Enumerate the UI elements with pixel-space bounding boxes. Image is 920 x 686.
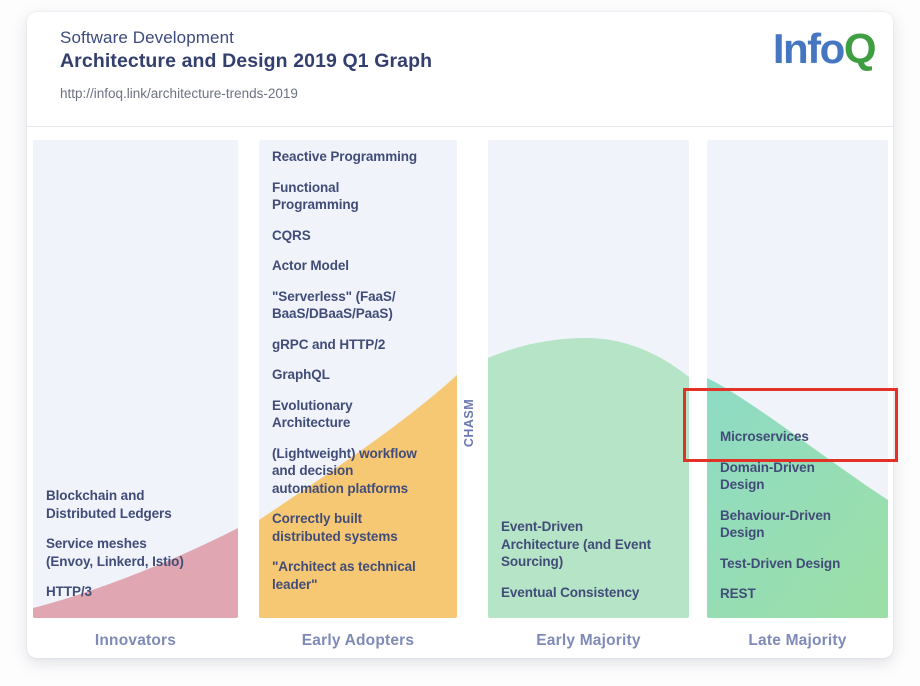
stage-label-late-majority: Late Majority (748, 632, 847, 649)
tech-item: Reactive Programming (272, 149, 418, 164)
tech-item: gRPC and HTTP/2 (272, 336, 386, 352)
tech-item: Domain-Driven Design (720, 459, 815, 493)
tech-item: Correctly built distributed systems (272, 511, 398, 544)
infoq-logo-q: Q (843, 25, 877, 72)
tech-item: (Lightweight) workflow and decision auto… (272, 445, 417, 496)
late-majority-item-list: Microservices Domain-Driven Design Behavio… (720, 428, 884, 603)
tech-item: REST (720, 586, 756, 601)
column-early-majority: Event-Driven Architecture (and Event Sou… (488, 140, 689, 618)
column-late-majority: Microservices Domain-Driven Design Behavio… (707, 140, 888, 618)
tech-item: "Serverless" (FaaS/ BaaS/DBaaS/PaaS) (272, 288, 396, 322)
tech-item: Functional Programming (272, 179, 359, 213)
stage-label-innovators: Innovators (94, 632, 177, 649)
highlight-box-microservices[interactable] (683, 388, 898, 462)
tech-item: Blockchain and Distributed Ledgers (46, 488, 172, 521)
tech-item: HTTP/3 (46, 584, 92, 599)
tech-item: Service meshes (Envoy, Linkerd, Istio) (46, 536, 184, 569)
tech-item: Evolutionary Architecture (272, 397, 353, 431)
early-majority-curve-shape (488, 338, 689, 618)
tech-item: CQRS (272, 227, 311, 243)
early-adopters-item-list: Reactive Programming Functional Programmi… (272, 148, 453, 593)
chasm-label: CHASM (462, 398, 476, 448)
early-adopters-curve-shape (259, 375, 457, 618)
infographic-card: Software Development Architecture and De… (27, 12, 893, 658)
early-majority-item-list: Event-Driven Architecture (and Event Sou… (501, 518, 685, 601)
page-title: Architecture and Design 2019 Q1 Graph (60, 50, 433, 72)
tech-item: Actor Model (272, 258, 349, 273)
tech-item: GraphQL (272, 367, 330, 382)
header-url: http://infoq.link/architecture-trends-20… (60, 86, 298, 101)
infoq-logo-info: Info (772, 25, 845, 72)
header-divider (27, 126, 893, 127)
innovators-item-list: Blockchain and Distributed Ledgers Servic… (46, 487, 234, 601)
stage-label-early-majority: Early Majority (536, 632, 641, 649)
tech-item: "Architect as technical leader" (272, 559, 416, 592)
tech-item: Microservices (720, 429, 809, 444)
stage-label-early-adopters: Early Adopters (301, 632, 415, 649)
innovators-curve-shape (33, 528, 238, 618)
column-early-adopters: Reactive Programming Functional Programmi… (259, 140, 457, 618)
late-majority-curve-shape (707, 378, 888, 618)
infoq-logo: InfoQ (772, 24, 877, 74)
column-innovators: Blockchain and Distributed Ledgers Servic… (33, 140, 238, 618)
tech-item: Eventual Consistency (501, 584, 640, 600)
tech-item: Event-Driven Architecture (and Event Sou… (501, 519, 651, 569)
tech-item: Behaviour-Driven Design (720, 507, 831, 541)
header-kicker: Software Development (60, 28, 234, 47)
tech-item: Test-Driven Design (720, 555, 841, 571)
